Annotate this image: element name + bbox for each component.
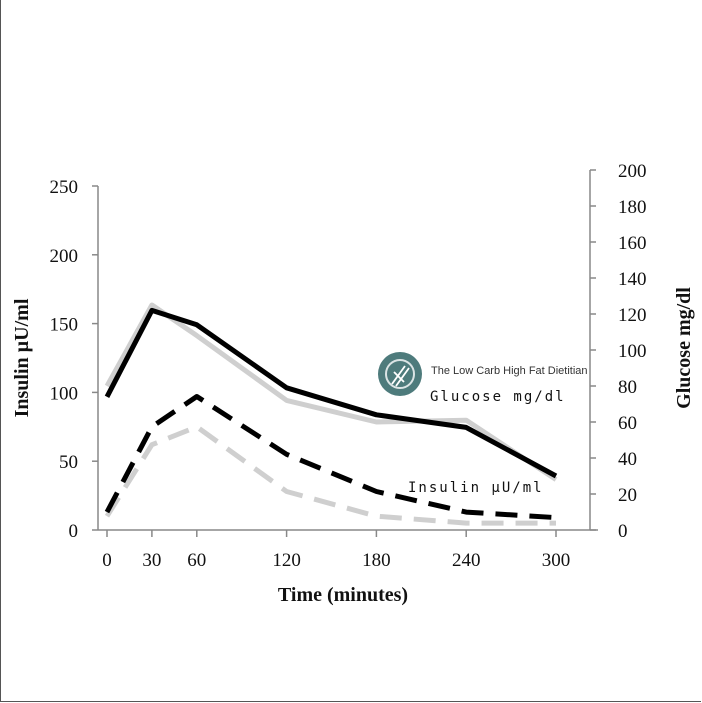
series-line-3-insulin <box>104 394 557 521</box>
x-axis-ticks: 0 30 60 120 180 240 300 <box>102 530 570 571</box>
series-line-1-glucose <box>104 307 558 479</box>
right-tick-label: 140 <box>618 269 647 290</box>
glucose-series-label: Glucose mg/dl <box>430 389 566 405</box>
insulin-series-label: Insulin µU/ml <box>408 480 544 496</box>
left-tick-label: 100 <box>50 383 79 404</box>
left-tick-label: 50 <box>59 452 78 473</box>
x-tick-label: 300 <box>542 550 571 571</box>
right-tick-label: 60 <box>618 413 637 434</box>
right-tick-label: 0 <box>618 521 628 542</box>
right-tick-label: 80 <box>618 377 637 398</box>
x-tick-label: 30 <box>142 550 161 571</box>
right-tick-label: 40 <box>618 449 637 470</box>
left-axis-ticks: 0 50 100 150 200 250 <box>50 177 98 542</box>
series-group <box>104 302 558 526</box>
left-tick-label: 0 <box>69 521 79 542</box>
x-tick-label: 180 <box>362 550 391 571</box>
x-tick-label: 240 <box>452 550 481 571</box>
x-tick-label: 60 <box>187 550 206 571</box>
right-tick-label: 180 <box>618 197 647 218</box>
right-tick-label: 20 <box>618 485 637 506</box>
right-axis-ticks: 0 20 40 60 80 100 120 140 160 180 200 <box>590 161 647 542</box>
series-line-0-glucose <box>104 302 558 482</box>
right-tick-label: 100 <box>618 341 647 362</box>
left-tick-label: 150 <box>50 315 79 336</box>
left-tick-label: 250 <box>50 177 79 198</box>
x-tick-label: 120 <box>272 550 301 571</box>
right-tick-label: 120 <box>618 305 647 326</box>
x-tick-label: 0 <box>102 550 112 571</box>
series-line-2-insulin <box>104 424 556 526</box>
x-axis-title: Time (minutes) <box>278 584 408 606</box>
left-axis-title: Insulin µU/ml <box>11 298 33 417</box>
watermark-text: The Low Carb High Fat Dietitian <box>431 365 588 377</box>
right-axis-title: Glucose mg/dl <box>673 287 695 409</box>
right-tick-label: 200 <box>618 161 647 182</box>
left-tick-label: 200 <box>50 246 79 267</box>
right-tick-label: 160 <box>618 233 647 254</box>
watermark: The Low Carb High Fat Dietitian <box>378 352 588 396</box>
